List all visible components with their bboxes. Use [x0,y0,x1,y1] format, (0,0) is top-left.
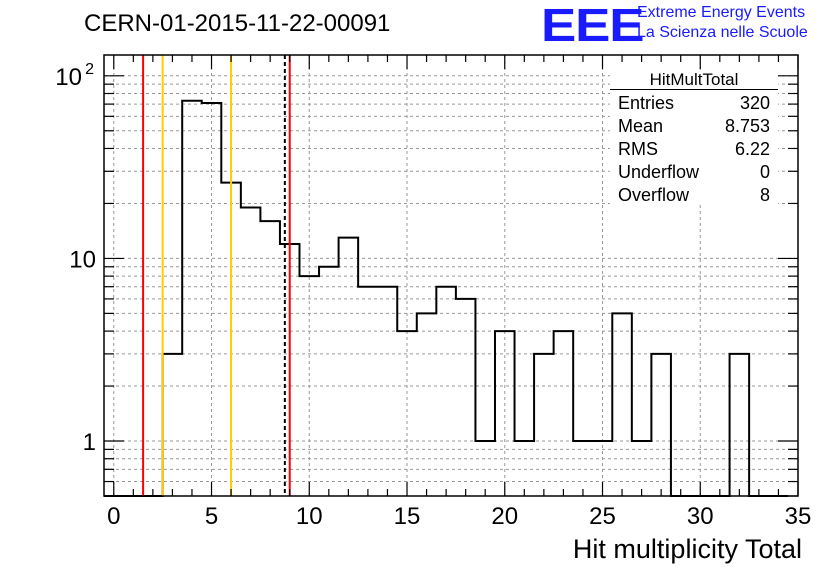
y-tick-label-exponent: 2 [85,61,94,78]
logo-line-2: La Scienza nelle Scuole [637,24,808,41]
x-tick-label: 0 [107,503,120,530]
x-tick-label: 10 [296,503,323,530]
x-tick-label: 35 [785,503,812,530]
stats-row-underflow: Underflow 0 [618,162,770,182]
y-tick-label: 1 [83,429,96,456]
x-tick-label: 5 [205,503,218,530]
x-tick-label: 25 [589,503,616,530]
y-tick-label: 10 [69,246,96,273]
stats-box: HitMultTotal Entries 320 Mean 8.753 RMS … [610,70,778,205]
stats-row-overflow: Overflow 8 [618,185,770,205]
stats-row-mean: Mean 8.753 [618,116,770,136]
stats-row-rms: RMS 6.22 [618,139,770,159]
x-tick-label: 15 [394,503,421,530]
plot-frame [103,54,799,497]
x-tick-label: 20 [491,503,518,530]
logo-line-1: Extreme Energy Events [637,4,806,21]
stats-title: HitMultTotal [649,70,739,89]
eee-logo: EEE [541,0,645,51]
histogram-outline [104,99,789,497]
y-tick-label: 10 [55,64,82,91]
stats-row-entries: Entries 320 [618,93,770,113]
x-tick-label: 30 [687,503,714,530]
stats-title-underline [610,89,778,90]
x-axis-label: Hit multiplicity Total [572,534,802,564]
run-title: CERN-01-2015-11-22-00091 [84,10,391,37]
